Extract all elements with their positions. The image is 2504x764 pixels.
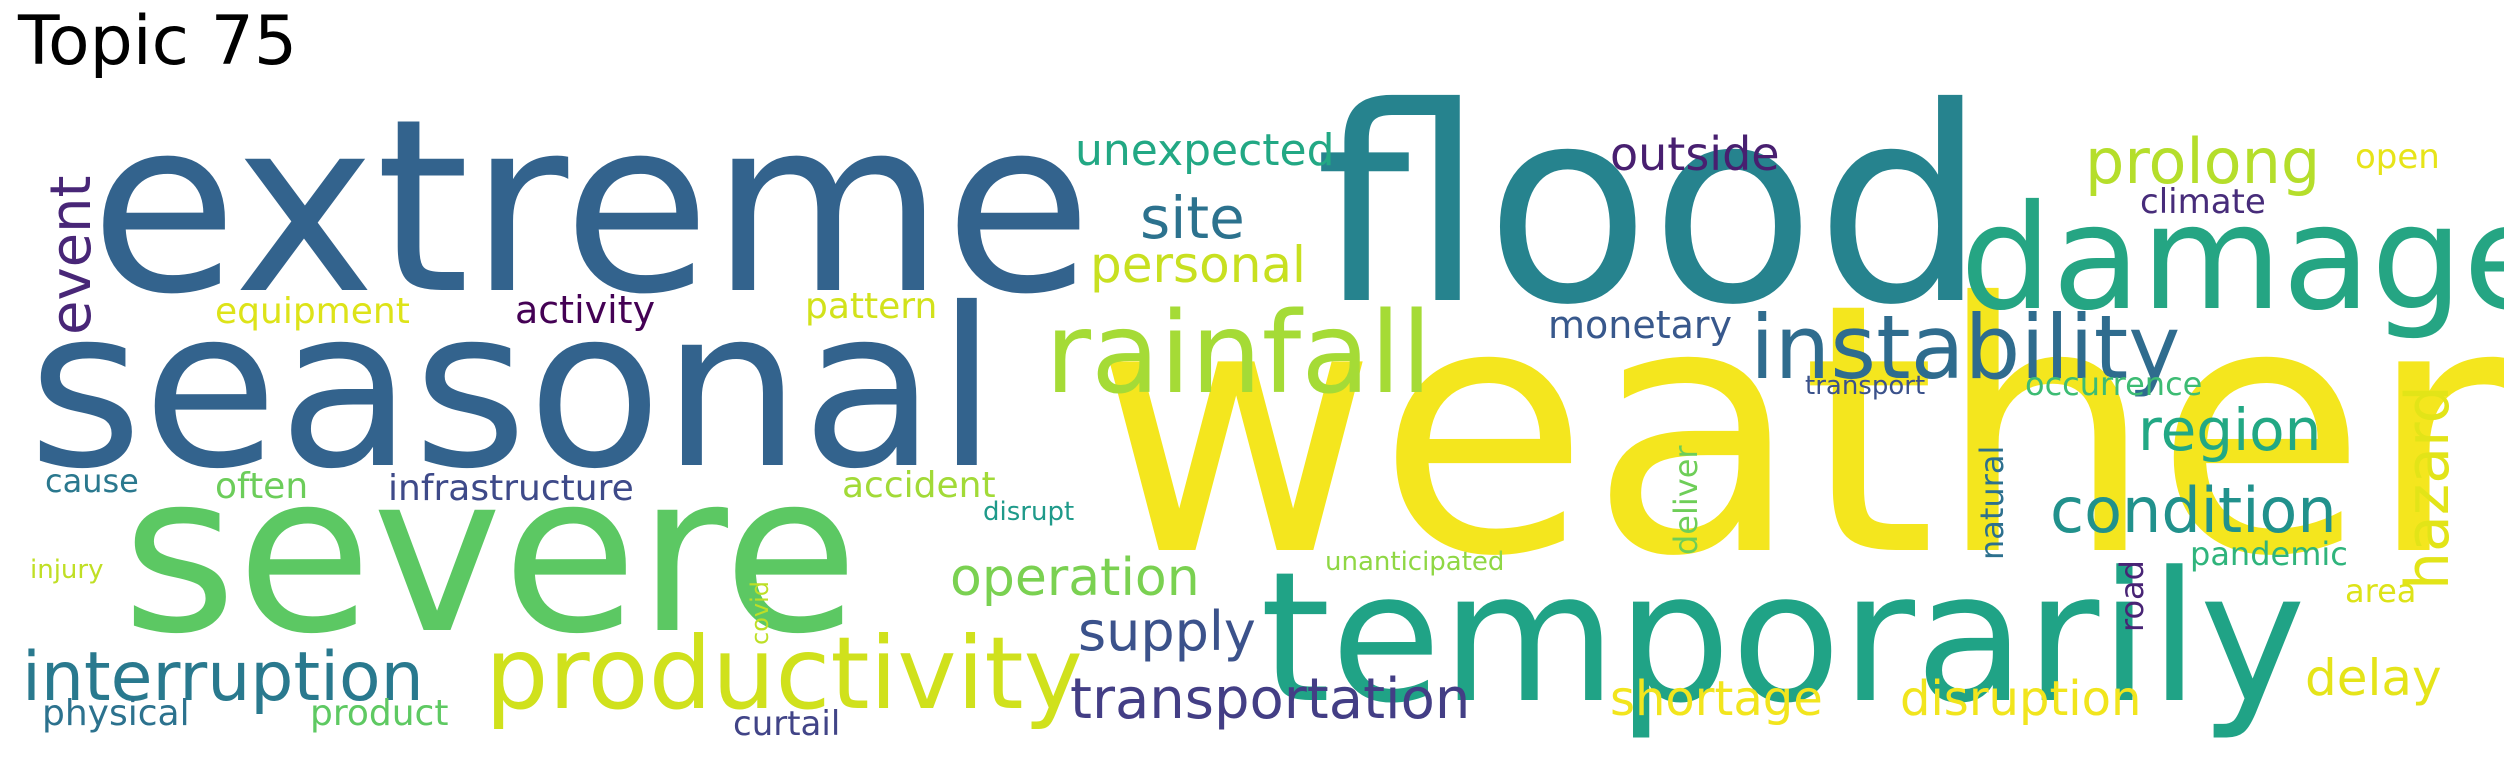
- word-prolong: prolong: [2085, 125, 2320, 198]
- word-personal: personal: [1090, 236, 1306, 294]
- word-productivity: productivity: [485, 615, 1083, 732]
- word-instability: instability: [1750, 296, 2180, 399]
- word-area: area: [2345, 572, 2416, 610]
- word-occurrence: occurrence: [2025, 365, 2202, 403]
- word-product: product: [310, 693, 448, 734]
- word-disruption: disruption: [1900, 671, 2141, 727]
- word-temporarily: temporarily: [1260, 534, 2306, 743]
- word-road: road: [2113, 560, 2151, 632]
- word-transport: transport: [1805, 371, 1925, 401]
- word-extreme: extreme: [90, 67, 1092, 347]
- word-delay: delay: [2305, 649, 2442, 707]
- word-pattern: pattern: [805, 286, 937, 327]
- word-hazard: hazard: [2393, 385, 2463, 590]
- word-physical: physical: [42, 693, 190, 734]
- word-deliver: deliver: [1667, 445, 1705, 555]
- word-shortage: shortage: [1610, 671, 1823, 727]
- word-climate: climate: [2140, 182, 2266, 222]
- word-damage: damage: [1960, 174, 2504, 343]
- word-accident: accident: [842, 465, 996, 506]
- word-monetary: monetary: [1548, 303, 1732, 347]
- word-natural: natural: [1973, 446, 2011, 560]
- word-infrastructure: infrastructure: [388, 468, 634, 509]
- word-condition: condition: [2050, 474, 2337, 547]
- word-unexpected: unexpected: [1075, 125, 1335, 176]
- word-often: often: [215, 466, 308, 507]
- word-weather: weather: [1095, 231, 2504, 632]
- word-supply: supply: [1078, 600, 1256, 663]
- word-event: event: [39, 176, 104, 336]
- word-site: site: [1140, 184, 1245, 252]
- word-open: open: [2355, 137, 2440, 177]
- word-activity: activity: [515, 288, 655, 332]
- word-flood: flood: [1315, 49, 1987, 364]
- word-transportation: transportation: [1070, 667, 1470, 732]
- word-curtail: curtail: [733, 704, 840, 744]
- word-unanticipated: unanticipated: [1325, 547, 1504, 577]
- word-seasonal: seasonal: [28, 261, 997, 517]
- chart-title: Topic 75: [18, 2, 298, 81]
- word-outside: outside: [1610, 127, 1780, 181]
- word-injury: injury: [30, 555, 103, 585]
- word-rainfall: rainfall: [1045, 289, 1432, 419]
- word-interruption: interruption: [22, 638, 424, 717]
- word-pandemic: pandemic: [2190, 535, 2348, 573]
- word-cause: cause: [45, 462, 139, 500]
- word-covid: covid: [746, 581, 774, 645]
- word-disrupt: disrupt: [983, 497, 1074, 527]
- word-severe: severe: [122, 426, 858, 682]
- word-equipment: equipment: [215, 291, 410, 332]
- word-region: region: [2138, 396, 2321, 464]
- word-operation: operation: [950, 548, 1200, 608]
